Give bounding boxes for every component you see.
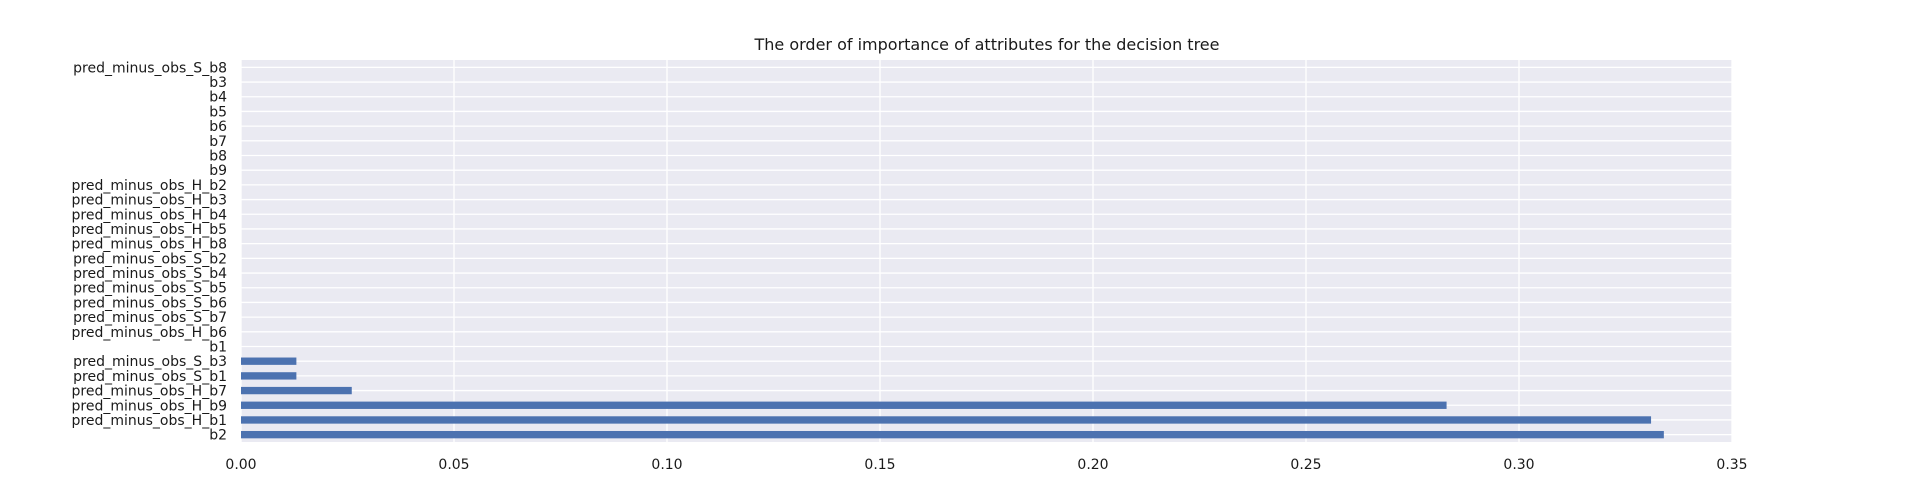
x-tick-label: 0.05 [438, 457, 469, 473]
y-tick-label: pred_minus_obs_H_b8 [72, 237, 227, 253]
x-tick-label: 0.30 [1503, 457, 1534, 473]
bar [241, 430, 1664, 439]
y-tick-label: b6 [209, 119, 227, 135]
y-tick-label: b4 [209, 90, 227, 106]
x-tick-label: 0.35 [1716, 457, 1747, 473]
y-tick-label: pred_minus_obs_H_b9 [72, 398, 227, 414]
y-tick-label: b5 [209, 104, 227, 120]
plot-background [241, 60, 1732, 442]
y-tick-label: pred_minus_obs_H_b3 [72, 193, 227, 209]
y-tick-label: b1 [209, 340, 227, 356]
y-tick-label: pred_minus_obs_H_b6 [72, 325, 228, 341]
y-tick-label: pred_minus_obs_H_b7 [72, 384, 227, 400]
x-tick-label: 0.00 [225, 457, 256, 473]
bar [241, 372, 297, 380]
x-tick-label: 0.25 [1290, 457, 1321, 473]
y-tick-label: pred_minus_obs_S_b2 [73, 251, 227, 267]
y-tick-label: pred_minus_obs_H_b4 [72, 207, 228, 223]
y-tick-label: pred_minus_obs_H_b5 [72, 222, 227, 238]
x-tick-label: 0.20 [1077, 457, 1108, 473]
y-tick-label: pred_minus_obs_S_b1 [73, 369, 227, 385]
y-tick-label: b2 [209, 428, 227, 444]
chart-title: The order of importance of attributes fo… [754, 35, 1220, 54]
y-tick-label: pred_minus_obs_S_b6 [73, 295, 227, 311]
y-tick-label: pred_minus_obs_S_b7 [73, 310, 227, 326]
y-tick-label: pred_minus_obs_H_b2 [72, 178, 227, 194]
y-tick-label: pred_minus_obs_H_b1 [72, 413, 227, 429]
y-tick-label: pred_minus_obs_S_b3 [73, 354, 227, 370]
x-tick-label: 0.15 [864, 457, 895, 473]
y-tick-labels: pred_minus_obs_S_b8b3b4b5b6b7b8b9pred_mi… [72, 60, 228, 443]
bar [241, 416, 1652, 424]
y-tick-label: b7 [209, 134, 227, 150]
gridlines [240, 60, 1733, 442]
y-tick-label: pred_minus_obs_S_b5 [73, 281, 227, 297]
y-tick-label: b9 [209, 163, 227, 179]
x-tick-label: 0.10 [651, 457, 682, 473]
bar [241, 401, 1447, 409]
bar [241, 386, 352, 395]
y-tick-label: pred_minus_obs_S_b4 [73, 266, 227, 282]
bars [241, 357, 1664, 439]
x-tick-labels: 0.00 0.05 0.10 0.15 0.20 0.25 0.30 0.35 [225, 457, 1747, 473]
bar [241, 357, 297, 365]
y-tick-label: pred_minus_obs_S_b8 [73, 60, 227, 76]
y-tick-label: b3 [209, 75, 227, 91]
y-tick-label: b8 [209, 149, 227, 165]
